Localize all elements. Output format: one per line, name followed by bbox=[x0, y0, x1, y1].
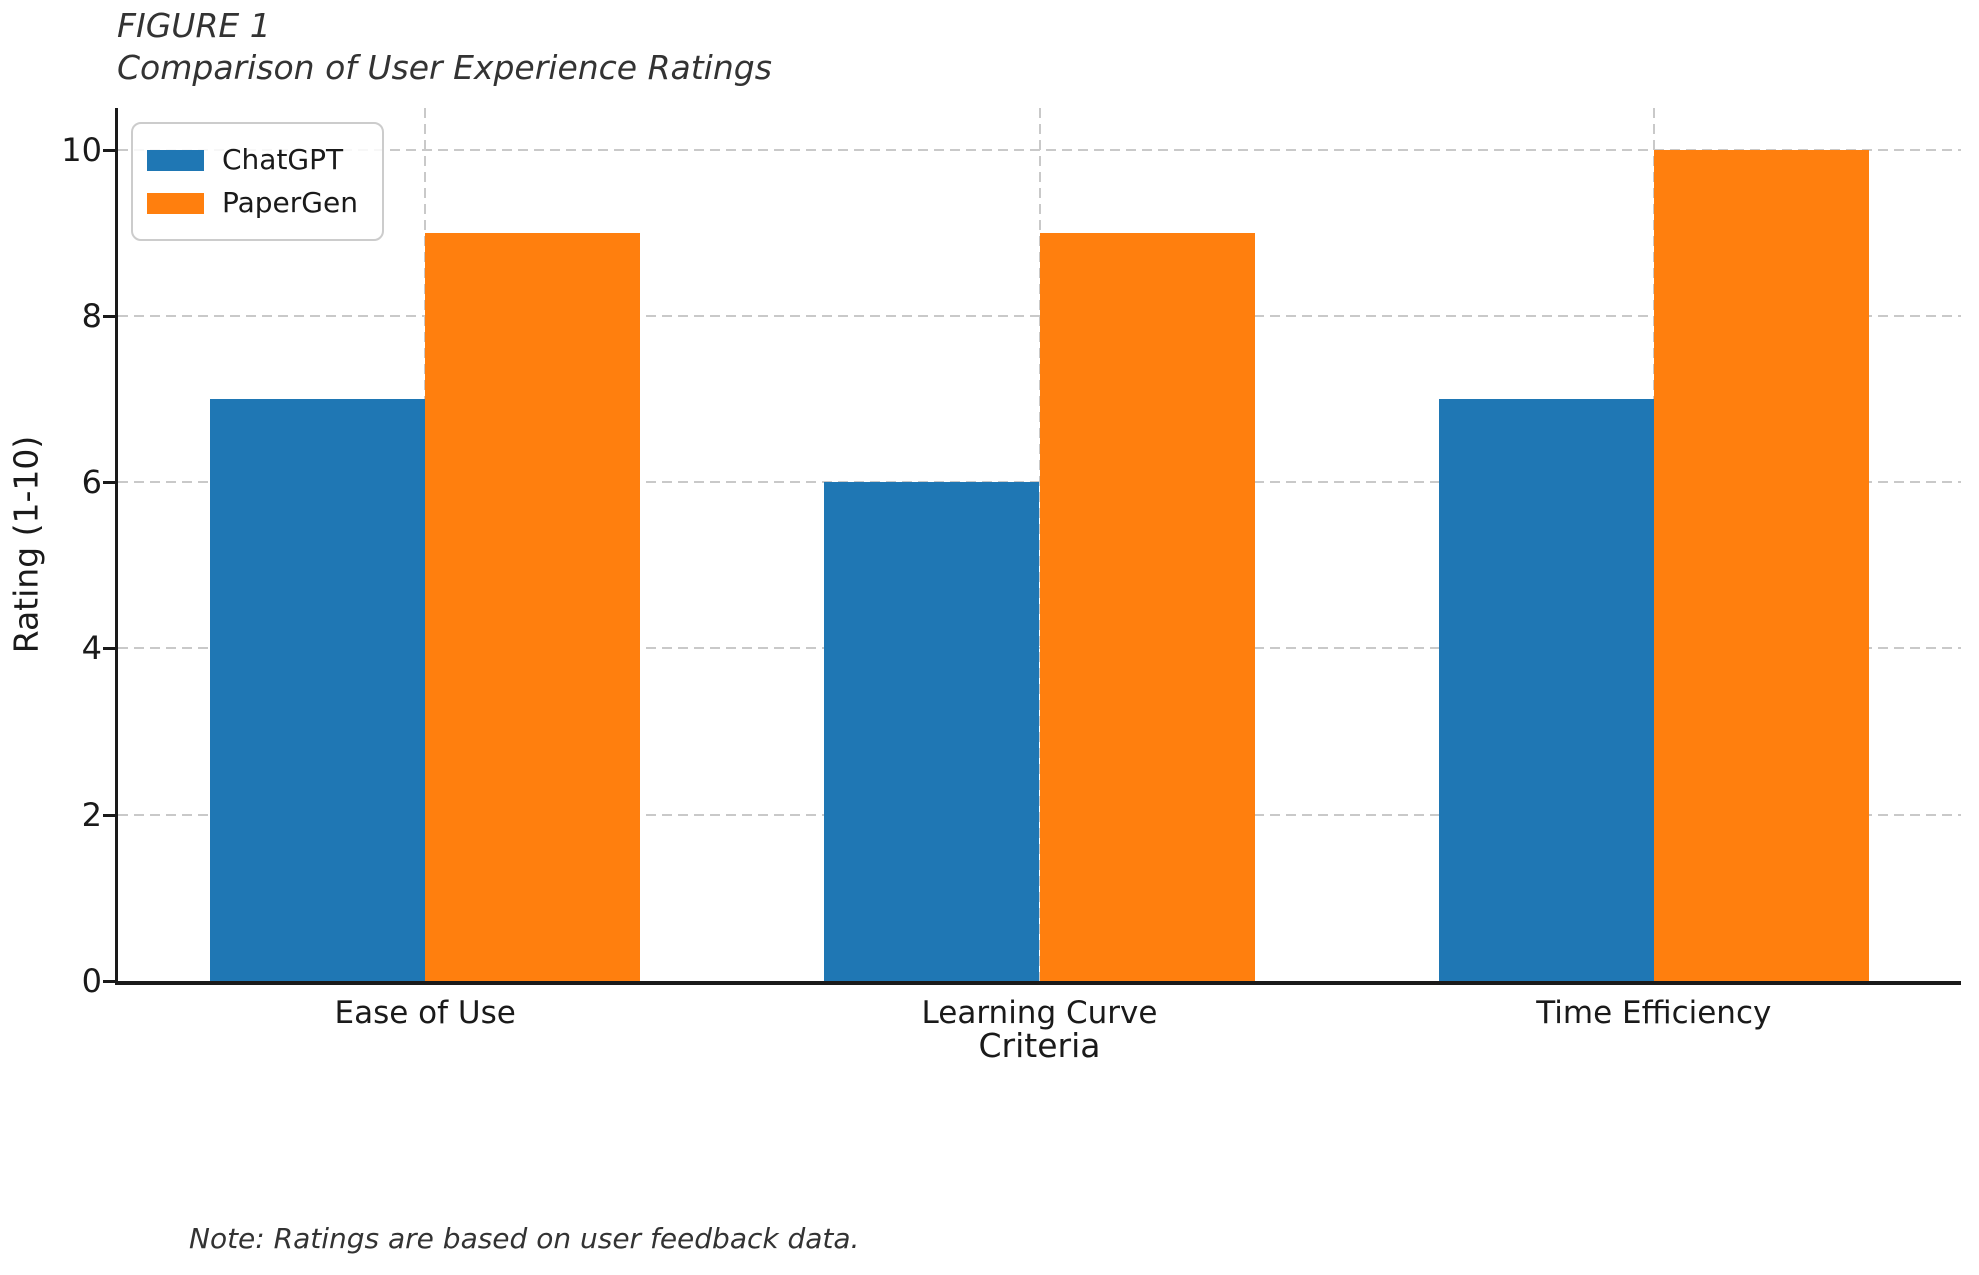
legend-label-chatgpt: ChatGPT bbox=[222, 143, 344, 176]
legend-item-papergen: PaperGen bbox=[147, 186, 358, 220]
figure-note: Note: Ratings are based on user feedback… bbox=[189, 1222, 860, 1255]
y-tick-mark-4 bbox=[103, 647, 115, 651]
bar-chatgpt-learning-curve bbox=[824, 482, 1040, 981]
y-tick-mark-8 bbox=[103, 314, 115, 318]
figure-number: FIGURE 1 bbox=[117, 6, 271, 45]
legend-swatch-papergen-icon bbox=[147, 192, 204, 214]
y-tick-label-4: 4 bbox=[81, 629, 102, 668]
chart-title: FIGURE 1 Comparison of User Experience R… bbox=[117, 5, 772, 89]
bar-papergen-learning-curve bbox=[1039, 232, 1255, 981]
bar-chatgpt-ease-of-use bbox=[210, 399, 426, 981]
bar-papergen-ease-of-use bbox=[425, 232, 641, 981]
y-tick-mark-10 bbox=[103, 148, 115, 152]
y-tick-label-0: 0 bbox=[81, 962, 102, 1000]
legend-item-chatgpt: ChatGPT bbox=[147, 143, 358, 177]
legend-label-papergen: PaperGen bbox=[222, 186, 358, 219]
y-tick-label-6: 6 bbox=[81, 463, 102, 502]
legend: ChatGPT PaperGen bbox=[131, 122, 384, 241]
y-tick-mark-2 bbox=[103, 813, 115, 817]
legend-swatch-chatgpt-icon bbox=[147, 149, 204, 171]
x-tick-label-time-efficiency: Time Efficiency bbox=[1536, 995, 1772, 1031]
x-tick-label-learning-curve: Learning Curve bbox=[921, 995, 1158, 1031]
y-tick-label-10: 10 bbox=[61, 130, 102, 169]
plot-area: ChatGPT PaperGen 0 2 4 6 8 10 Ease of Use Learn… bbox=[61, 108, 1961, 1031]
x-tick-label-ease-of-use: Ease of Use bbox=[334, 995, 516, 1031]
x-axis-label: Criteria bbox=[978, 1026, 1101, 1065]
bar-papergen-time-efficiency bbox=[1653, 149, 1869, 981]
y-axis-label-wrap: Rating (1-10) bbox=[0, 108, 52, 981]
chart-title-text: Comparison of User Experience Ratings bbox=[117, 48, 772, 87]
y-tick-label-2: 2 bbox=[81, 795, 102, 834]
y-tick-mark-0 bbox=[103, 980, 115, 983]
y-tick-mark-6 bbox=[103, 481, 115, 485]
y-tick-label-8: 8 bbox=[81, 296, 102, 335]
bar-chatgpt-time-efficiency bbox=[1438, 399, 1654, 981]
